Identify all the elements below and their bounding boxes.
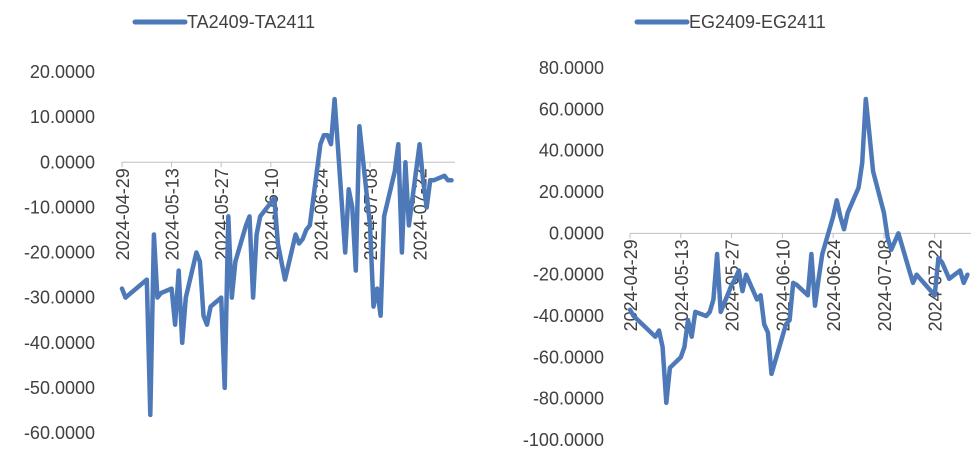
- legend-label: EG2409-EG2411: [689, 12, 826, 32]
- y-tick-label: -10.0000: [24, 197, 95, 217]
- y-tick-label: -20.0000: [533, 265, 604, 285]
- series-line: [119, 96, 454, 418]
- x-tick-label: 2024-06-10: [773, 239, 793, 331]
- series-line: [627, 96, 970, 406]
- y-tick-label: -30.0000: [24, 288, 95, 308]
- x-tick-label: 2024-04-29: [621, 239, 641, 331]
- y-tick-label: 0.0000: [40, 152, 95, 172]
- y-tick-label: 0.0000: [549, 223, 604, 243]
- legend-label: TA2409-TA2411: [187, 12, 315, 32]
- y-tick-label: 20.0000: [539, 182, 604, 202]
- y-tick-label: 10.0000: [30, 107, 95, 127]
- chart-eg-spread: 80.0000 60.0000 40.0000 20.0000 0.0000 -20.00…: [523, 12, 971, 450]
- x-tick-label: 2024-05-13: [672, 239, 692, 331]
- y-tick-label: -40.0000: [533, 306, 604, 326]
- chart-ta-spread: 20.0000 10.0000 0.0000 -10.0000 -20.0000 -30.…: [24, 12, 455, 443]
- y-tick-label: -50.0000: [24, 378, 95, 398]
- y-tick-label: -20.0000: [24, 243, 95, 263]
- y-tick-label: -60.0000: [24, 423, 95, 443]
- x-tick-label: 2024-06-24: [824, 239, 844, 331]
- y-tick-label: 40.0000: [539, 141, 604, 161]
- y-tick-label: 20.0000: [30, 62, 95, 82]
- x-tick-label: 2024-04-29: [113, 168, 133, 260]
- y-tick-label: 80.0000: [539, 58, 604, 78]
- y-tick-label: -80.0000: [533, 389, 604, 409]
- y-tick-label: 60.0000: [539, 99, 604, 119]
- x-tick-label: 2024-07-08: [875, 239, 895, 331]
- y-tick-label: -100.0000: [523, 430, 604, 450]
- y-tick-label: -60.0000: [533, 347, 604, 367]
- x-tick-label: 2024-05-13: [163, 168, 183, 260]
- y-tick-label: -40.0000: [24, 333, 95, 353]
